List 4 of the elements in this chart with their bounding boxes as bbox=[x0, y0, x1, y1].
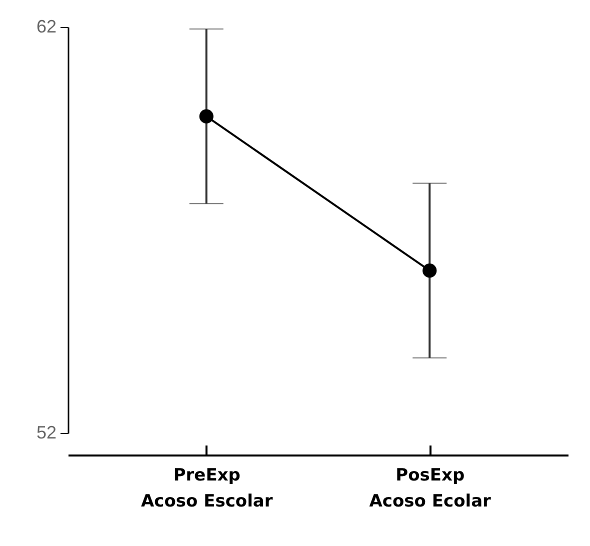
y-tick-label: 52 bbox=[36, 422, 56, 442]
y-tick-label: 62 bbox=[36, 16, 56, 36]
x-tick-label: PreExp Acoso Escolar bbox=[140, 466, 274, 512]
x-tick-label: PosExp Acoso Ecolar bbox=[369, 466, 492, 512]
